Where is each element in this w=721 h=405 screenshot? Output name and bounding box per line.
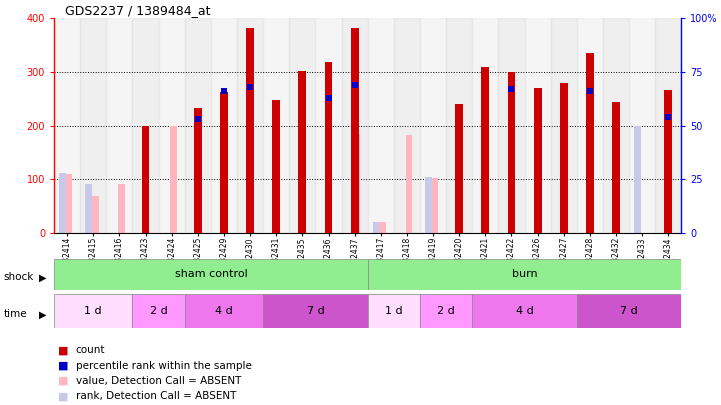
Bar [263,18,289,233]
Bar [629,18,655,233]
Bar [586,53,594,233]
Bar [118,183,125,233]
Bar [559,83,567,233]
Text: value, Detection Call = ABSENT: value, Detection Call = ABSENT [76,376,241,386]
Bar [425,177,432,233]
Bar [133,294,185,328]
Text: 4 d: 4 d [215,306,233,316]
Text: GDS2237 / 1389484_at: GDS2237 / 1389484_at [65,4,211,17]
Bar [482,66,490,233]
Text: burn: burn [512,269,537,279]
Bar [432,178,438,233]
Bar [59,173,66,233]
Bar [133,18,159,233]
Text: 1 d: 1 d [84,306,102,316]
Bar [54,294,133,328]
Bar [368,294,420,328]
Bar [446,18,472,233]
Bar [508,72,516,233]
Bar [524,18,551,233]
Bar [655,18,681,233]
Bar [634,126,641,233]
Bar [54,259,368,290]
Bar [80,18,107,233]
Text: ■: ■ [58,392,68,401]
Bar [342,18,368,233]
Text: 7 d: 7 d [306,306,324,316]
Text: ■: ■ [58,345,68,355]
Bar [289,18,316,233]
Text: 4 d: 4 d [516,306,534,316]
Text: 2 d: 2 d [437,306,455,316]
Text: sham control: sham control [174,269,247,279]
Bar [85,183,92,233]
Bar [455,104,463,233]
Text: ■: ■ [58,376,68,386]
Bar [246,28,254,233]
Bar [220,92,228,233]
Bar [92,196,99,233]
Text: ■: ■ [58,361,68,371]
Bar [66,174,72,233]
Bar [534,88,541,233]
Bar [577,18,603,233]
Bar [107,18,133,233]
Bar [603,18,629,233]
Text: ▶: ▶ [39,309,46,319]
Bar [472,294,577,328]
Bar [472,18,498,233]
Bar [159,18,185,233]
Bar [298,71,306,233]
Bar [368,259,681,290]
Bar [551,18,577,233]
Bar [394,18,420,233]
Bar [54,18,80,233]
Bar [185,18,211,233]
Text: rank, Detection Call = ABSENT: rank, Detection Call = ABSENT [76,392,236,401]
Text: ▶: ▶ [39,273,46,282]
Bar [263,294,368,328]
Bar [498,18,524,233]
Bar [170,126,177,233]
Bar [353,134,360,233]
Bar [141,126,149,233]
Bar [350,28,358,233]
Bar [612,102,620,233]
Bar [406,135,412,233]
Bar [373,222,379,233]
Text: percentile rank within the sample: percentile rank within the sample [76,361,252,371]
Text: 1 d: 1 d [385,306,402,316]
Bar [237,18,263,233]
Bar [185,294,263,328]
Bar [211,18,237,233]
Bar [379,222,386,233]
Bar [420,294,472,328]
Text: count: count [76,345,105,355]
Text: time: time [4,309,27,319]
Bar [194,109,202,233]
Bar [420,18,446,233]
Text: shock: shock [4,273,34,282]
Bar [368,18,394,233]
Text: 2 d: 2 d [150,306,167,316]
Bar [273,100,280,233]
Bar [324,62,332,233]
Text: 7 d: 7 d [620,306,638,316]
Bar [664,90,672,233]
Bar [577,294,681,328]
Bar [315,18,342,233]
